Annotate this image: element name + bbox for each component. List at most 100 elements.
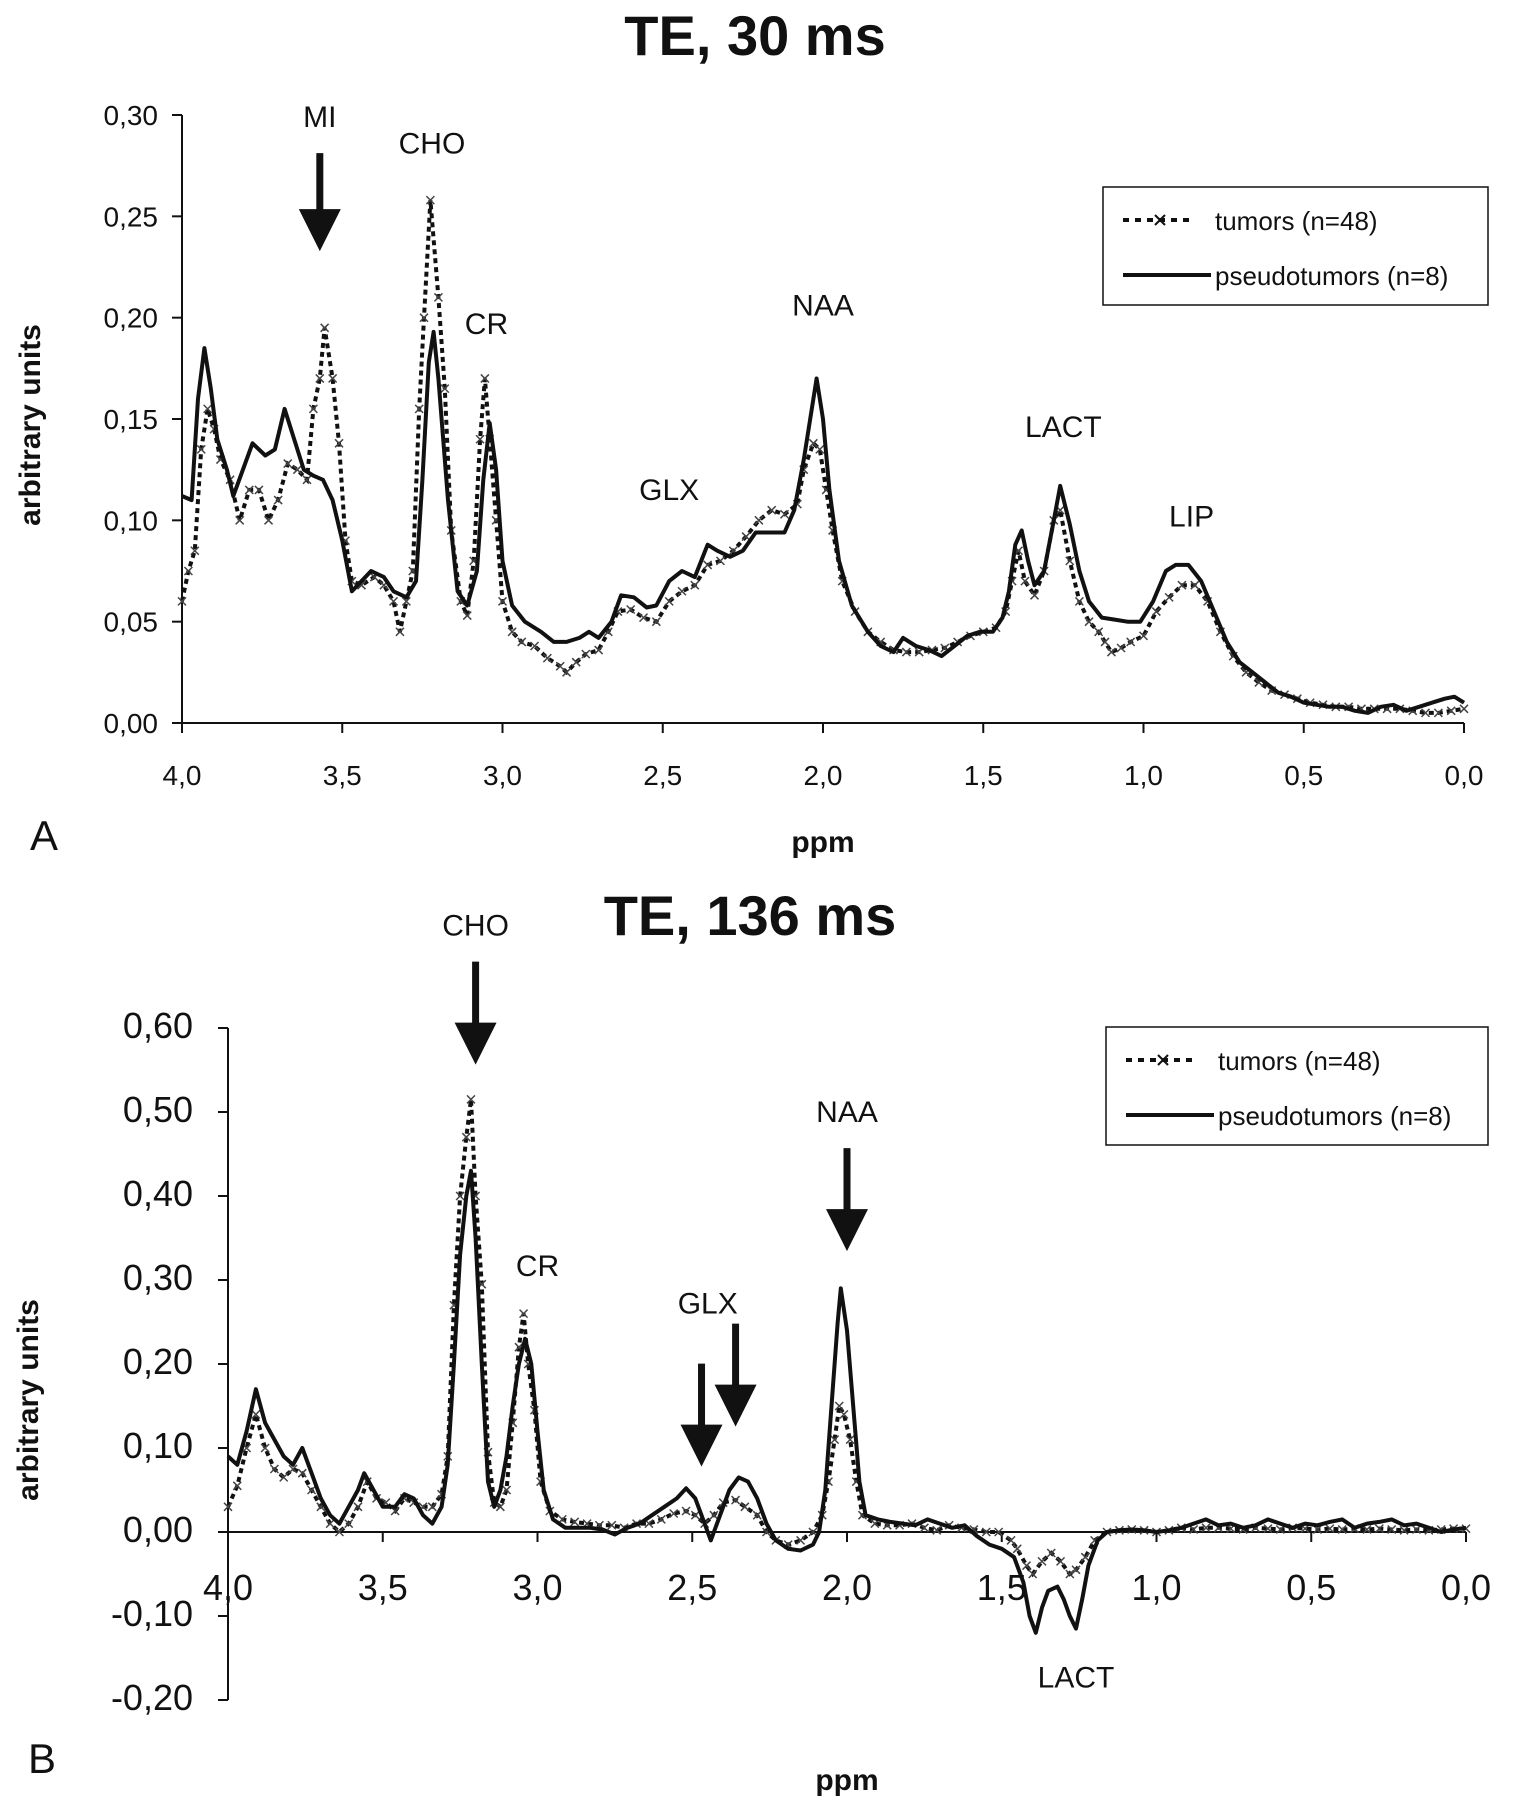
series-point-tumors	[427, 1502, 437, 1512]
series-point-tumors	[839, 1409, 849, 1419]
legend-marker-tumors	[1154, 214, 1166, 226]
series-point-tumors	[571, 657, 581, 667]
series-point-tumors	[196, 444, 206, 454]
legend-label-tumors: tumors (n=48)	[1215, 206, 1378, 236]
series-point-tumors	[502, 1485, 512, 1495]
peak-label: NAA	[816, 1096, 878, 1129]
series-point-tumors	[1190, 580, 1200, 590]
x-tick-label: 2,0	[804, 760, 843, 791]
peak-label: LACT	[1025, 411, 1102, 444]
series-point-tumors	[495, 1502, 505, 1512]
series-point-tumors	[395, 627, 405, 637]
series-point-tumors	[517, 637, 527, 647]
series-point-tumors	[203, 404, 213, 414]
series-point-tumors	[1065, 556, 1075, 566]
series-point-tumors	[1116, 643, 1126, 653]
series-point-tumors	[475, 434, 485, 444]
series-line-pseudotumors	[181, 329, 1466, 715]
x-tick-label: 0,0	[1445, 760, 1484, 791]
x-tick-label: 0,5	[1286, 1567, 1336, 1608]
legend-label-pseudotumors: pseudotumors (n=8)	[1218, 1101, 1451, 1131]
series-point-tumors	[1275, 1524, 1285, 1535]
x-tick-label: 2,5	[643, 760, 682, 791]
series-point-tumors	[1459, 704, 1469, 714]
series-point-tumors	[754, 515, 764, 525]
series-point-tumors	[497, 596, 508, 606]
series-line-pseudotumors	[226, 1168, 1467, 1635]
series-point-tumors	[767, 505, 777, 515]
series-point-tumors	[279, 1472, 289, 1482]
x-tick-label: 1,0	[1131, 1567, 1181, 1608]
series-point-tumors	[461, 1132, 471, 1142]
x-tick-label: 0,0	[1441, 1567, 1491, 1608]
series-point-tumors	[288, 1464, 298, 1474]
series-point-tumors	[507, 627, 517, 637]
peak-label: CR	[465, 308, 508, 341]
panel-label: B	[28, 1735, 56, 1782]
peak-label: LACT	[1038, 1661, 1115, 1694]
series-point-tumors	[626, 604, 636, 615]
series-point-tumors	[232, 1481, 242, 1491]
peak-label: NAA	[792, 290, 854, 323]
series-point-tumors	[1020, 576, 1030, 586]
series-point-tumors	[542, 653, 552, 663]
series-point-tumors	[328, 373, 338, 383]
series-point-tumors	[1006, 1535, 1016, 1545]
series-point-tumors	[1387, 1524, 1397, 1535]
y-tick-label: 0,05	[104, 607, 159, 638]
y-tick-label: 0,20	[104, 303, 159, 334]
series-point-tumors	[530, 641, 540, 651]
series-point-tumors	[1164, 592, 1174, 602]
y-axis-label: arbitrary units	[12, 1299, 45, 1501]
series-point-tumors	[1325, 1524, 1335, 1534]
x-tick-label: 0,5	[1284, 760, 1323, 791]
series-point-tumors	[1411, 1524, 1422, 1535]
series-point-tumors	[251, 1409, 261, 1419]
series-point-tumors	[1201, 1523, 1211, 1533]
x-axis-label: ppm	[791, 826, 854, 859]
peak-label: GLX	[678, 1288, 738, 1321]
series-point-tumors	[1084, 617, 1094, 627]
y-tick-label: 0,50	[123, 1089, 193, 1130]
series-point-tumors	[1074, 596, 1084, 606]
series-point-tumors	[264, 515, 274, 525]
series-point-tumors	[325, 1519, 335, 1529]
x-tick-label: 4,0	[203, 1567, 253, 1608]
legend-box	[1105, 1026, 1489, 1146]
series-point-tumors	[752, 1510, 762, 1520]
series-point-tumors	[594, 645, 604, 655]
series-point-tumors	[419, 313, 429, 323]
series-point-tumors	[190, 546, 200, 556]
series-point-tumors	[607, 1520, 617, 1530]
series-point-tumors	[344, 1519, 354, 1529]
series-point-tumors	[669, 1508, 679, 1519]
series-point-tumors	[664, 596, 674, 606]
series-point-tumors	[462, 611, 472, 621]
series-point-tumors	[656, 1514, 666, 1524]
y-tick-label: 0,60	[123, 1005, 193, 1046]
x-axis-label: ppm	[815, 1764, 878, 1797]
series-point-tumors	[177, 596, 187, 606]
series-point-tumors	[315, 373, 325, 383]
legend-label-tumors: tumors (n=48)	[1218, 1046, 1381, 1076]
series-point-tumors	[651, 617, 661, 627]
peak-label: LIP	[1169, 500, 1214, 533]
series-point-tumors	[901, 647, 911, 657]
legend-marker-tumors	[1157, 1054, 1169, 1066]
series-point-tumors	[1446, 706, 1456, 716]
series-point-tumors	[581, 649, 591, 659]
series-point-tumors	[562, 667, 572, 677]
series-point-tumors	[292, 465, 302, 475]
series-point-tumors	[690, 1510, 700, 1520]
peak-label: CHO	[442, 910, 509, 943]
series-point-tumors	[690, 580, 700, 590]
series-point-tumors	[223, 1502, 233, 1512]
series-point-tumors	[994, 1527, 1004, 1537]
series-point-tumors	[731, 1495, 741, 1505]
y-tick-label: -0,10	[111, 1593, 193, 1634]
series-point-tumors	[480, 373, 490, 383]
series-point-tumors	[1337, 1524, 1347, 1535]
series-point-tumors	[1189, 1524, 1199, 1535]
series-point-tumors	[677, 586, 687, 596]
